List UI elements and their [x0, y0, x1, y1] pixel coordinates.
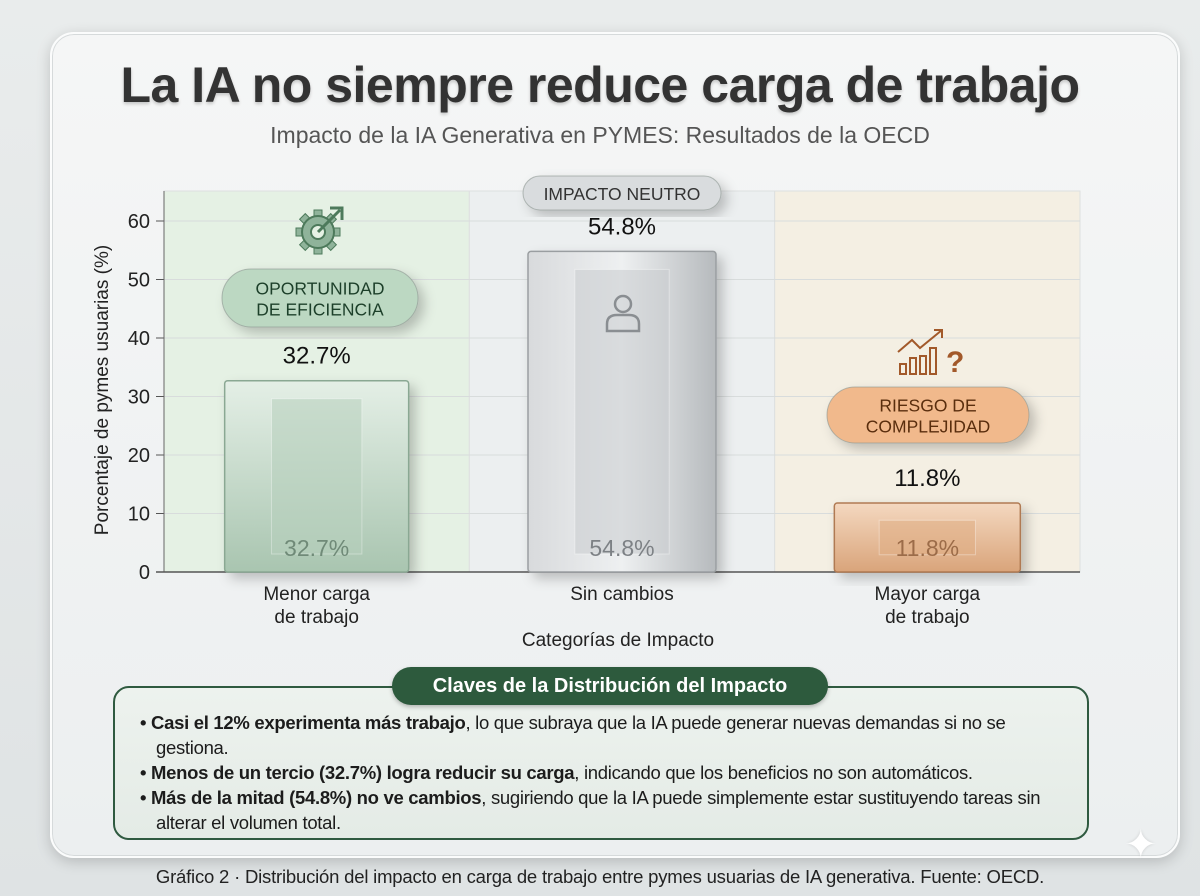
neutral-badge: IMPACTO NEUTRO — [522, 175, 722, 211]
efficiency-badge-shape — [221, 268, 419, 328]
key-findings-list: Casi el 12% experimenta más trabajo, lo … — [140, 710, 1070, 835]
bar-value-label: 11.8% — [894, 465, 960, 492]
y-axis-label: Porcentaje de pymes usuarias (%) — [92, 245, 113, 535]
key-finding-text: , lo que subraya que la IA puede generar… — [156, 712, 1006, 758]
person-body — [605, 313, 641, 333]
bar-glyph — [899, 363, 907, 375]
y-tick-label: 0 — [139, 562, 150, 584]
bar: 32.7% — [223, 379, 410, 573]
x-category-label: de trabajo — [274, 607, 359, 628]
bar: 11.8% — [833, 502, 1022, 573]
bar-glyph — [929, 347, 937, 375]
bar-face — [878, 519, 976, 556]
bar-glyph — [909, 357, 917, 375]
sparkle-icon: ✦ — [1124, 823, 1158, 867]
trend-arrow — [897, 329, 943, 353]
y-tick-label: 20 — [128, 445, 150, 467]
figure-caption: Gráfico 2 · Distribución del impacto en … — [155, 866, 1045, 887]
x-category-label: Sin cambios — [570, 584, 674, 605]
gear-target-arrow-icon — [295, 206, 344, 255]
x-axis-label: Categorías de Impacto — [522, 630, 714, 651]
x-category-label: Menor carga — [263, 584, 370, 605]
bar-inner-label: 54.8% — [589, 535, 654, 561]
bar: 54.8% — [527, 250, 717, 573]
complexity-badge-label: COMPLEJIDAD — [866, 417, 990, 437]
bar-inner-label: 32.7% — [284, 535, 349, 561]
bar-value-label: 32.7% — [283, 343, 351, 370]
key-finding-highlight: Menos de un tercio (32.7%) logra reducir… — [151, 762, 575, 783]
bar-face — [574, 268, 670, 555]
neutral-badge-label: IMPACTO NEUTRO — [544, 184, 701, 204]
y-tick-label: 10 — [128, 504, 150, 526]
complexity-badge-shape — [826, 386, 1030, 444]
bar-value-label: 54.8% — [588, 213, 656, 240]
key-finding-text: , sugiriendo que la IA puede simplemente… — [156, 787, 1041, 833]
x-category-label: Mayor carga — [875, 584, 981, 605]
key-finding-text: , indicando que los beneficios no son au… — [574, 762, 973, 783]
bar-inner-label: 11.8% — [896, 535, 960, 561]
rising-bars-question-icon: ? — [897, 329, 964, 379]
question-mark: ? — [946, 346, 964, 379]
efficiency-badge-label: OPORTUNIDAD — [256, 279, 385, 299]
arrow — [316, 206, 344, 234]
y-tick-label: 50 — [128, 270, 150, 292]
key-finding-item: Menos de un tercio (32.7%) logra reducir… — [140, 760, 1070, 785]
y-tick-label: 40 — [128, 328, 150, 350]
x-category-label: de trabajo — [885, 607, 970, 628]
key-findings-title: Claves de la Distribución del Impacto — [392, 667, 828, 705]
key-finding-highlight: Más de la mitad (54.8%) no ve cambios — [151, 787, 482, 808]
page-subtitle: Impacto de la IA Generativa en PYMES: Re… — [270, 122, 930, 148]
page-title: La IA no siempre reduce carga de trabajo — [120, 57, 1080, 113]
person-head — [613, 294, 633, 314]
bar-face — [270, 398, 363, 555]
key-finding-item: Más de la mitad (54.8%) no ve cambios, s… — [140, 785, 1070, 835]
efficiency-badge-label: DE EFICIENCIA — [256, 300, 384, 320]
key-finding-highlight: Casi el 12% experimenta más trabajo — [151, 712, 466, 733]
person-icon — [605, 294, 641, 333]
y-tick-label: 30 — [128, 387, 150, 409]
neutral-badge-shape — [522, 175, 722, 211]
bar-glyph — [919, 355, 927, 375]
y-tick-label: 60 — [128, 211, 150, 233]
key-finding-item: Casi el 12% experimenta más trabajo, lo … — [140, 710, 1070, 760]
bar-chart: 0 10 20 30 40 50 60 32.7% 54.8% 11.8% 32.7% Menor… — [92, 175, 1081, 651]
complexity-badge-label: RIESGO DE — [879, 396, 976, 416]
